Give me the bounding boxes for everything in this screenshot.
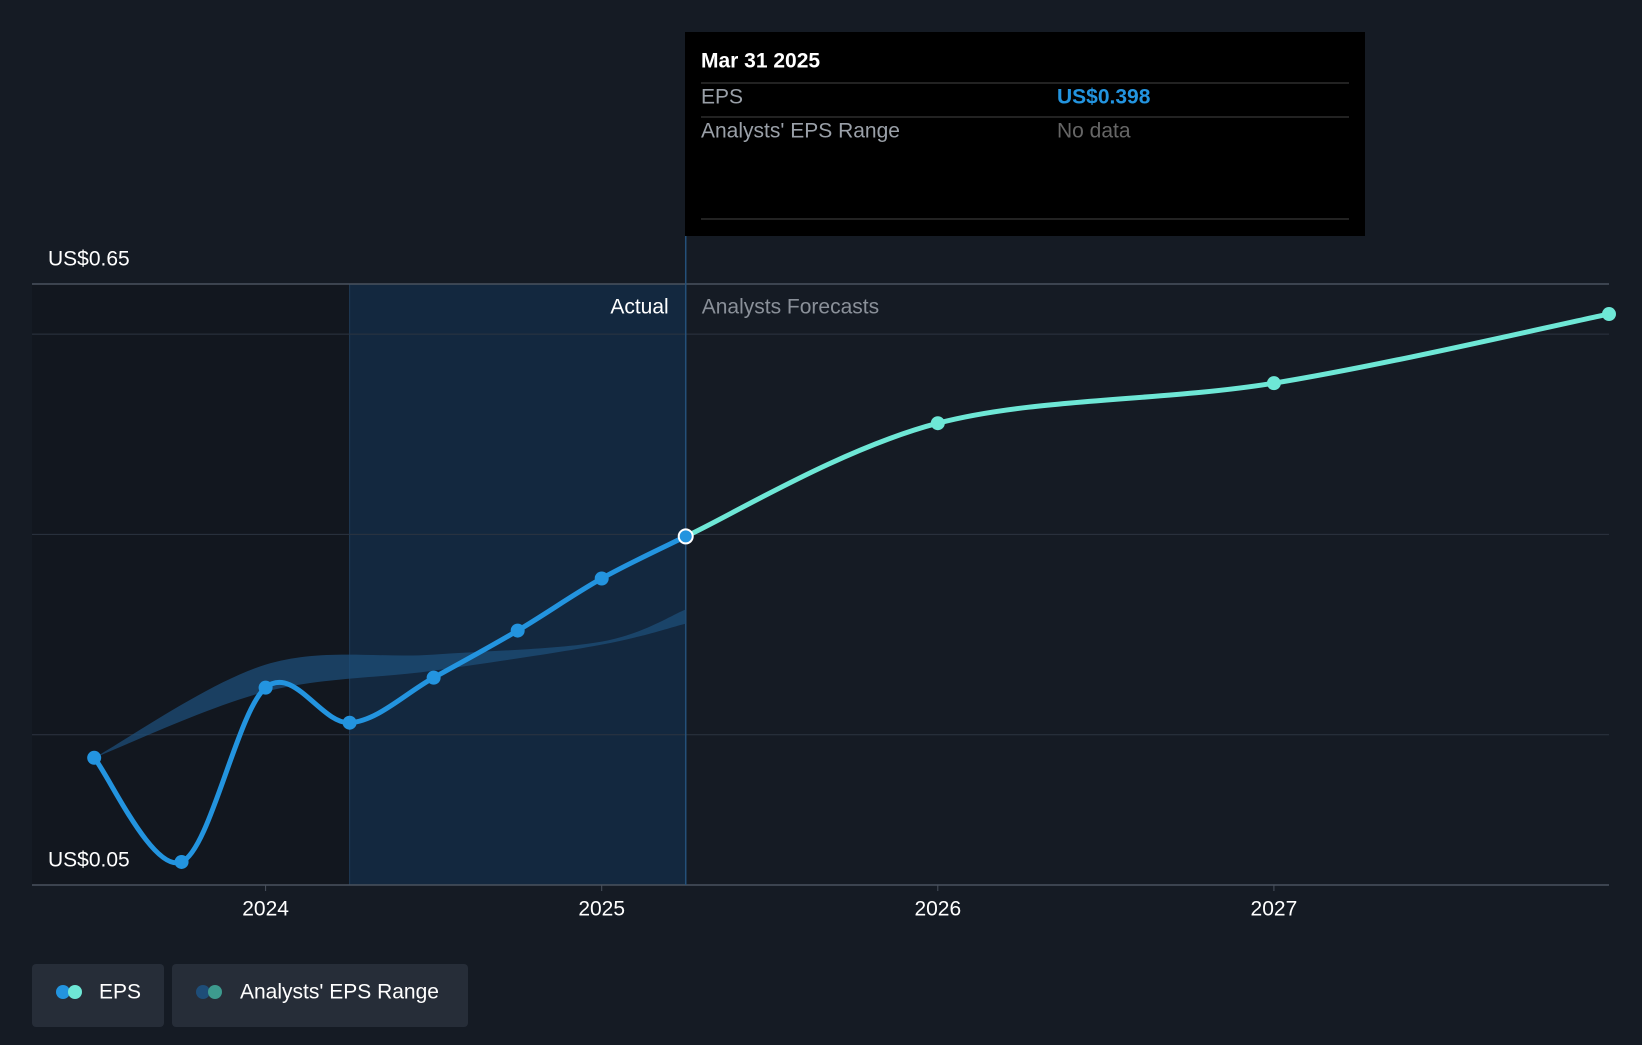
legend-item[interactable] <box>172 964 468 1027</box>
legend-label: Analysts' EPS Range <box>240 981 439 1004</box>
hover-point <box>677 528 694 545</box>
x-tick-label: 2025 <box>578 898 625 921</box>
tooltip-value: No data <box>1057 120 1131 143</box>
x-tick-label: 2027 <box>1251 898 1298 921</box>
eps-point <box>594 571 609 586</box>
tooltip-date: Mar 31 2025 <box>701 50 820 73</box>
y-tick-label: US$0.65 <box>48 248 130 271</box>
eps-point <box>342 715 357 730</box>
eps-point <box>426 670 441 685</box>
period-label: Analysts Forecasts <box>702 296 879 319</box>
x-tick-label: 2024 <box>242 898 289 921</box>
legend-swatch <box>68 985 82 999</box>
tooltip-label: EPS <box>701 86 743 109</box>
tooltip-label: Analysts' EPS Range <box>701 120 900 143</box>
legend-label: EPS <box>99 981 141 1004</box>
tooltip <box>685 32 1365 236</box>
eps-point <box>1602 307 1616 322</box>
eps-point <box>87 750 102 765</box>
x-tick-label: 2026 <box>914 898 961 921</box>
eps-point <box>258 680 273 695</box>
legend-swatch <box>56 985 70 999</box>
legend-item[interactable] <box>32 964 164 1027</box>
eps-point <box>174 854 189 869</box>
legend-swatch <box>208 985 222 999</box>
past-region <box>32 284 350 885</box>
actual-region <box>349 284 686 885</box>
eps-point <box>510 623 525 638</box>
eps-point <box>930 416 945 431</box>
eps-point <box>1266 376 1281 391</box>
tooltip-value: US$0.398 <box>1057 86 1151 109</box>
legend-swatch <box>196 985 210 999</box>
eps-line <box>684 311 1610 539</box>
period-label: Actual <box>610 296 668 319</box>
y-tick-label: US$0.05 <box>48 849 130 872</box>
